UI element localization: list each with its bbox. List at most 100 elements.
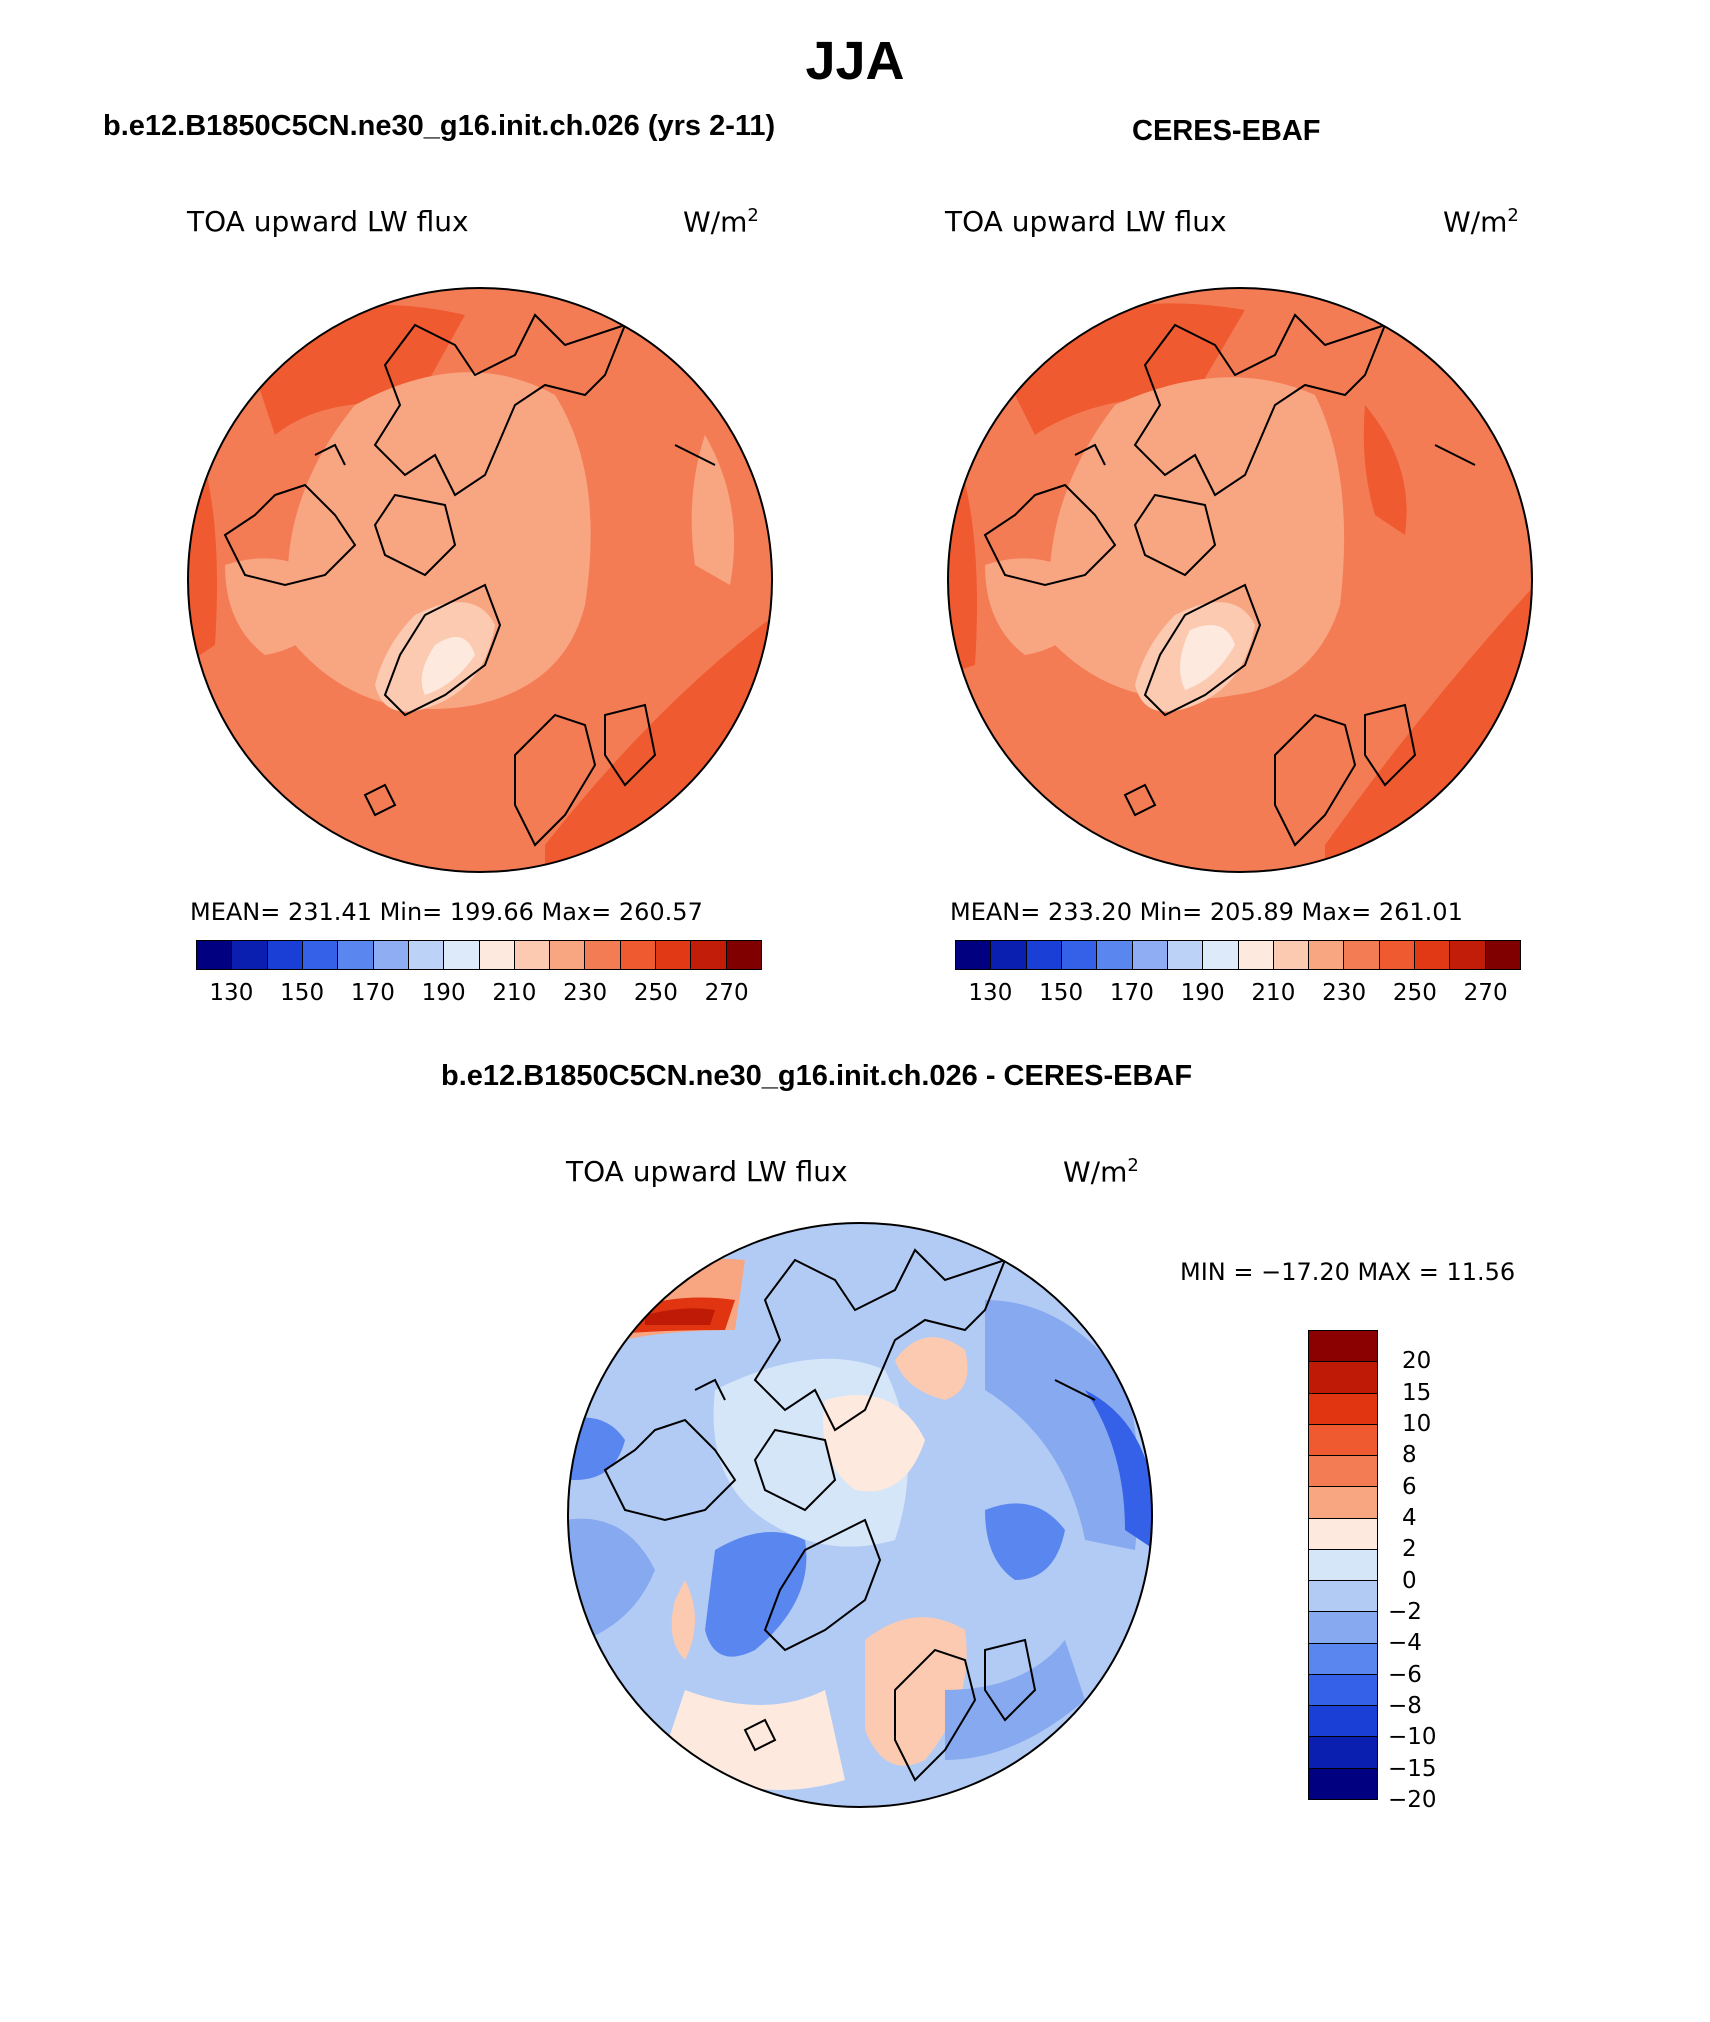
colorbar-tick-label: −15 xyxy=(1388,1755,1437,1782)
colorbar-tick-label: 230 xyxy=(563,980,608,1006)
diff-subtitle: b.e12.B1850C5CN.ne30_g16.init.ch.026 - C… xyxy=(441,1060,1193,1092)
panel-1-subtitle: b.e12.B1850C5CN.ne30_g16.init.ch.026 (yr… xyxy=(103,110,776,142)
colorbar-swatch xyxy=(1450,941,1486,969)
colorbar-tick-label: 270 xyxy=(704,980,749,1006)
colorbar-tick-label: 210 xyxy=(492,980,537,1006)
colorbar-swatch xyxy=(408,941,445,969)
colorbar-swatch xyxy=(1309,1456,1377,1488)
colorbar-swatch xyxy=(338,941,374,969)
diff-variable-label: TOA upward LW flux xyxy=(566,1155,848,1188)
colorbar-swatch xyxy=(1309,1612,1377,1644)
diff-colorbar-ticks: 20 15 10 8 6 4 2 0 −2 −4 −6 −8 −10 −15 −20 xyxy=(1388,1330,1468,1813)
colorbar-swatch xyxy=(991,941,1027,969)
panel-1-units: W/m2 xyxy=(683,205,759,239)
colorbar-tick-label: 10 xyxy=(1402,1411,1432,1437)
colorbar-swatch xyxy=(1309,1424,1377,1457)
colorbar-swatch xyxy=(444,941,480,969)
colorbar-tick-label: 20 xyxy=(1402,1348,1432,1375)
colorbar-swatch xyxy=(656,941,692,969)
colorbar-swatch xyxy=(267,941,303,969)
colorbar-tick-label: 2 xyxy=(1402,1536,1417,1563)
colorbar-tick-label: 4 xyxy=(1402,1505,1417,1531)
colorbar-swatch xyxy=(1309,941,1345,969)
diff-polar-map xyxy=(567,1222,1153,1808)
panel-1-variable-label: TOA upward LW flux xyxy=(187,205,469,238)
colorbar-tick-label: 8 xyxy=(1402,1442,1417,1469)
colorbar-swatch xyxy=(302,941,339,969)
colorbar-swatch xyxy=(1309,1362,1377,1394)
colorbar-tick-label: −10 xyxy=(1388,1724,1437,1751)
figure-title: JJA xyxy=(805,31,905,91)
colorbar-swatch xyxy=(1344,941,1380,969)
panel-2-stats: MEAN= 233.20 Min= 205.89 Max= 261.01 xyxy=(950,898,1463,926)
colorbar-tick-label: 230 xyxy=(1322,980,1367,1006)
colorbar-swatch xyxy=(373,941,409,969)
colorbar-swatch xyxy=(726,941,761,969)
colorbar-swatch xyxy=(1309,1643,1377,1675)
colorbar-swatch xyxy=(1415,941,1451,969)
panel-1-polar-map xyxy=(187,287,773,873)
colorbar-swatch xyxy=(691,941,727,969)
colorbar-swatch xyxy=(1273,941,1310,969)
colorbar-tick-label: 15 xyxy=(1402,1379,1432,1406)
colorbar-swatch xyxy=(479,941,515,969)
colorbar-swatch xyxy=(1132,941,1168,969)
colorbar-tick-label: −20 xyxy=(1388,1787,1437,1813)
colorbar-tick-label: 190 xyxy=(421,980,466,1006)
colorbar-swatch xyxy=(514,941,551,969)
colorbar-swatch xyxy=(1309,1581,1377,1613)
colorbar-tick-label: 250 xyxy=(633,980,678,1006)
colorbar-tick-label: 210 xyxy=(1251,980,1296,1006)
panel-2-variable-label: TOA upward LW flux xyxy=(945,205,1227,238)
panel-2-colorbar-ticks: 130 150 170 190 210 230 250 270 xyxy=(955,980,1521,1010)
colorbar-tick-label: 170 xyxy=(350,980,395,1006)
colorbar-tick-label: −6 xyxy=(1388,1661,1422,1688)
diff-minmax: MIN = −17.20 MAX = 11.56 xyxy=(1180,1258,1516,1286)
colorbar-tick-label: 6 xyxy=(1402,1473,1417,1500)
colorbar-tick-label: 0 xyxy=(1402,1567,1417,1594)
colorbar-tick-label: 130 xyxy=(209,980,254,1006)
colorbar-swatch xyxy=(1309,1706,1377,1738)
colorbar-swatch xyxy=(1309,1518,1377,1550)
colorbar-swatch xyxy=(1309,1331,1377,1363)
panel-2-polar-map xyxy=(947,287,1533,873)
colorbar-swatch xyxy=(1238,941,1274,969)
colorbar-swatch xyxy=(550,941,586,969)
colorbar-tick-label: 130 xyxy=(968,980,1013,1006)
colorbar-swatch xyxy=(1203,941,1239,969)
panel-1-stats: MEAN= 231.41 Min= 199.66 Max= 260.57 xyxy=(190,898,703,926)
panel-2-subtitle: CERES-EBAF xyxy=(1132,115,1321,147)
diff-units: W/m2 xyxy=(1063,1155,1139,1189)
colorbar-swatch xyxy=(1061,941,1098,969)
colorbar-swatch xyxy=(1485,941,1520,969)
colorbar-swatch xyxy=(956,941,992,969)
panel-2-colorbar xyxy=(955,940,1521,970)
colorbar-swatch xyxy=(1097,941,1133,969)
colorbar-swatch xyxy=(1379,941,1416,969)
panel-1-colorbar-ticks: 130 150 170 190 210 230 250 270 xyxy=(196,980,762,1010)
colorbar-swatch xyxy=(1309,1549,1377,1582)
colorbar-tick-label: 170 xyxy=(1109,980,1154,1006)
colorbar-swatch xyxy=(1309,1674,1377,1707)
colorbar-tick-label: 190 xyxy=(1180,980,1225,1006)
colorbar-swatch xyxy=(232,941,268,969)
colorbar-tick-label: 250 xyxy=(1392,980,1437,1006)
colorbar-swatch xyxy=(1167,941,1204,969)
colorbar-swatch xyxy=(585,941,621,969)
colorbar-tick-label: 270 xyxy=(1463,980,1508,1006)
colorbar-tick-label: −2 xyxy=(1388,1599,1422,1625)
colorbar-tick-label: −4 xyxy=(1388,1630,1422,1657)
colorbar-tick-label: 150 xyxy=(1039,980,1084,1006)
colorbar-swatch xyxy=(1309,1737,1377,1769)
colorbar-swatch xyxy=(1309,1768,1377,1799)
colorbar-tick-label: −8 xyxy=(1388,1693,1422,1719)
colorbar-swatch xyxy=(197,941,233,969)
colorbar-swatch xyxy=(620,941,657,969)
colorbar-swatch xyxy=(1309,1393,1377,1425)
colorbar-swatch xyxy=(1026,941,1062,969)
panel-2-units: W/m2 xyxy=(1443,205,1519,239)
panel-1-colorbar xyxy=(196,940,762,970)
colorbar-tick-label: 150 xyxy=(280,980,325,1006)
diff-colorbar xyxy=(1308,1330,1378,1800)
colorbar-swatch xyxy=(1309,1487,1377,1519)
